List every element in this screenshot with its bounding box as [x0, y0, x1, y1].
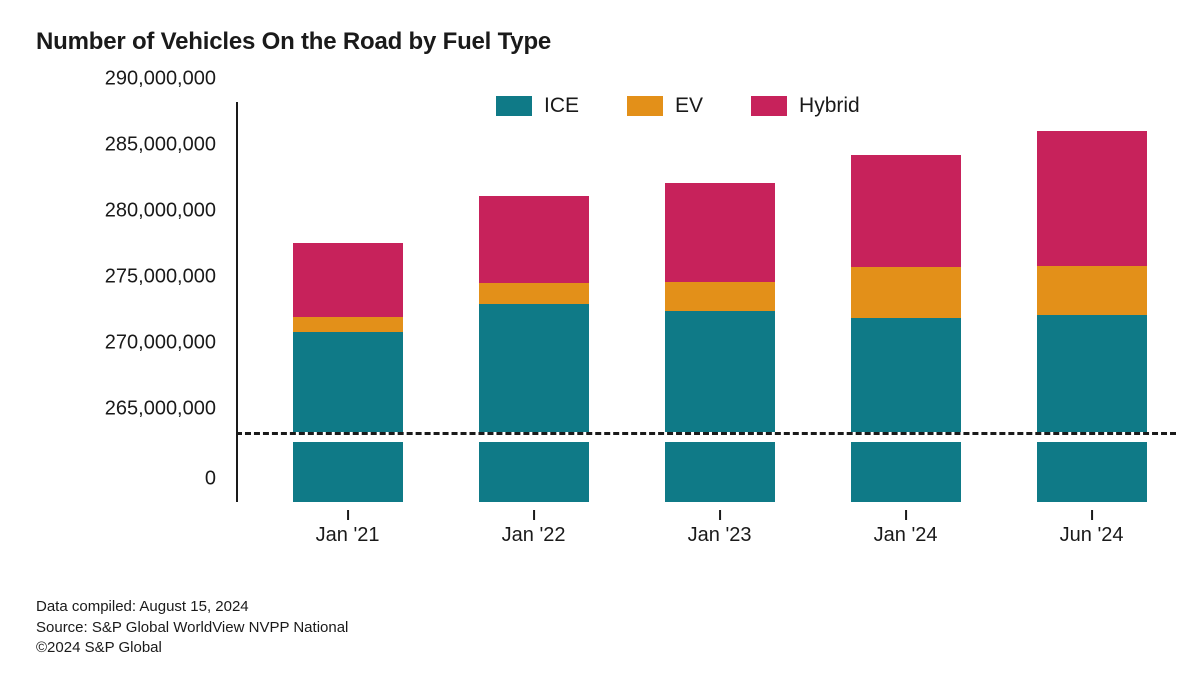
bar-column: [1037, 102, 1147, 502]
bar-segment-ice: [1037, 315, 1147, 432]
bar-segment-ev: [479, 283, 589, 304]
chart-container: Number of Vehicles On the Road by Fuel T…: [0, 0, 1200, 676]
bar-segment-lower: [479, 442, 589, 502]
x-tick-mark: [905, 510, 907, 520]
y-tick-label: 280,000,000: [36, 200, 216, 223]
x-tick-mark: [533, 510, 535, 520]
y-tick-label: 270,000,000: [36, 332, 216, 355]
x-tick-mark: [719, 510, 721, 520]
footer-compiled: Data compiled: August 15, 2024: [36, 597, 348, 617]
y-axis: 265,000,000 270,000,000 275,000,000 280,000…: [36, 102, 226, 502]
x-tick: Jun '24: [1060, 510, 1124, 547]
x-tick-mark: [1091, 510, 1093, 520]
y-tick-zero: 0: [36, 468, 216, 491]
x-tick: Jan '21: [316, 510, 380, 547]
bar-segment-ev: [293, 317, 403, 332]
x-tick: Jan '23: [688, 510, 752, 547]
bar-segment-hybrid: [1037, 131, 1147, 266]
bar-column: [293, 102, 403, 502]
bar-segment-hybrid: [665, 183, 775, 282]
bar-segment-ice: [665, 311, 775, 432]
x-tick-label: Jan '21: [316, 524, 380, 547]
x-tick-label: Jan '24: [874, 524, 938, 547]
chart-area: ICE EV Hybrid 265,000,000270,000,000275,…: [36, 74, 1164, 564]
bar-segment-ev: [851, 267, 961, 318]
chart-title: Number of Vehicles On the Road by Fuel T…: [36, 28, 1164, 56]
x-tick-label: Jan '23: [688, 524, 752, 547]
bar-segment-lower: [293, 442, 403, 502]
bar-segment-hybrid: [293, 243, 403, 317]
bar-segment-hybrid: [479, 196, 589, 283]
y-tick-label: 275,000,000: [36, 266, 216, 289]
bars-group: [236, 102, 1166, 502]
x-tick-label: Jun '24: [1060, 524, 1124, 547]
bar-segment-lower: [1037, 442, 1147, 502]
bar-segment-ice: [479, 304, 589, 432]
x-tick: Jan '24: [874, 510, 938, 547]
bar-column: [479, 102, 589, 502]
bar-column: [851, 102, 961, 502]
bar-column: [665, 102, 775, 502]
bar-segment-ice: [851, 318, 961, 432]
x-tick: Jan '22: [502, 510, 566, 547]
bar-segment-lower: [665, 442, 775, 502]
x-tick-mark: [347, 510, 349, 520]
y-tick-label: 290,000,000: [36, 68, 216, 91]
bar-segment-lower: [851, 442, 961, 502]
bar-segment-ev: [665, 282, 775, 311]
x-tick-label: Jan '22: [502, 524, 566, 547]
footer-source: Source: S&P Global WorldView NVPP Nation…: [36, 618, 348, 638]
bar-segment-ev: [1037, 266, 1147, 315]
x-axis: Jan '21 Jan '22 Jan '23 Jan '24 Jun '24: [236, 510, 1166, 550]
y-tick-label: 265,000,000: [36, 398, 216, 421]
y-tick-label: 285,000,000: [36, 134, 216, 157]
plot-area: [236, 102, 1166, 502]
footer-copyright: ©2024 S&P Global: [36, 638, 348, 658]
bar-segment-hybrid: [851, 155, 961, 267]
chart-footer: Data compiled: August 15, 2024 Source: S…: [36, 597, 348, 658]
bar-segment-ice: [293, 332, 403, 432]
axis-break-line: [236, 432, 1176, 435]
